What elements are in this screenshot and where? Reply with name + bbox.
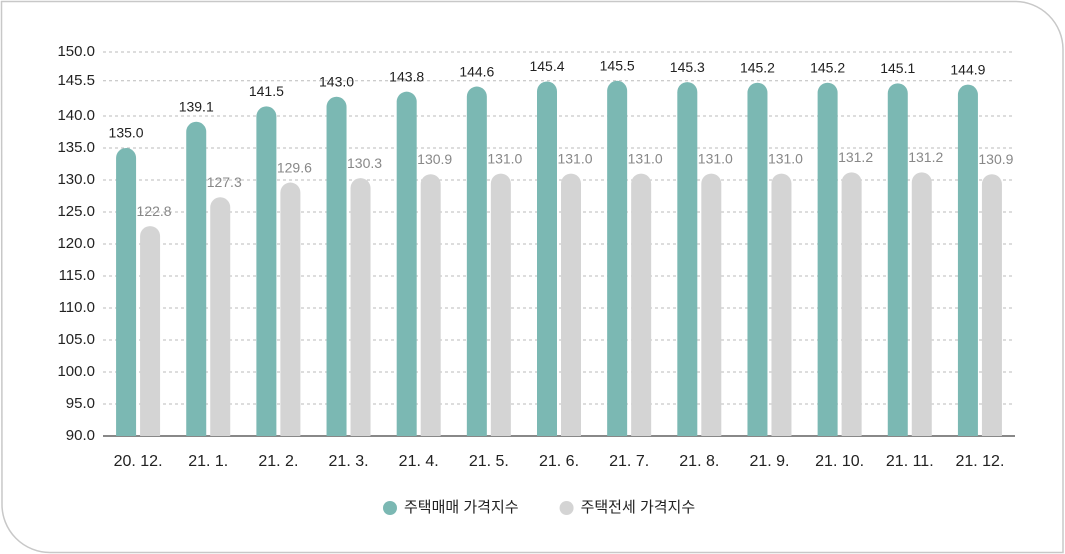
x-tick-label: 21. 8. [679,453,719,470]
bar [280,182,301,436]
x-tick-label: 21. 5. [469,453,509,470]
value-label: 131.0 [698,150,733,166]
bar [561,173,581,436]
bar [677,82,698,436]
y-tick-label: 125.0 [57,203,95,220]
bar [911,172,932,436]
bar [631,173,652,436]
value-label: 144.6 [459,63,494,79]
value-label: 145.5 [600,58,635,74]
y-tick-label: 90.0 [66,427,95,444]
x-tick-label: 21. 6. [539,453,579,470]
value-label: 145.4 [529,58,564,74]
y-tick-label: 150.0 [57,43,95,60]
bar [607,80,628,436]
x-tick-label: 21. 7. [609,453,649,470]
value-label: 130.9 [978,151,1013,167]
y-tick-label: 120.0 [57,235,95,252]
value-label: 131.0 [487,150,522,166]
bar [396,91,417,437]
x-tick-label: 21. 10. [815,453,864,470]
legend-label: 주택전세 가격지수 [581,499,696,516]
y-tick-label: 130.0 [57,171,95,188]
legend-swatch [559,501,574,515]
value-label: 145.2 [810,59,845,75]
x-tick-label: 21. 2. [258,453,298,470]
value-label: 127.3 [207,174,242,190]
legend-label: 주택매매 가격지수 [404,499,519,516]
bar [420,174,441,436]
legend-swatch [383,501,397,515]
x-tick-label: 21. 1. [188,453,228,470]
y-tick-label: 95.0 [66,395,95,412]
bar [957,84,978,436]
value-label: 131.0 [557,150,592,166]
value-label: 145.1 [880,60,915,76]
x-tick-label: 21. 4. [399,453,439,470]
value-label: 130.3 [347,155,382,171]
bar [887,83,908,437]
value-label: 131.0 [768,150,803,166]
value-label: 129.6 [277,159,312,175]
y-tick-label: 100.0 [57,363,95,380]
bar [210,197,231,436]
value-label: 144.9 [950,61,985,77]
y-tick-label: 105.0 [57,331,95,348]
bar [116,148,137,436]
x-tick-label: 21. 11. [886,453,934,470]
y-tick-label: 135.0 [57,139,95,156]
bar [747,82,768,436]
x-tick-label: 21. 9. [749,453,789,470]
value-label: 130.9 [417,151,452,167]
bar [817,82,838,436]
value-label: 139.1 [179,98,214,114]
bar [771,173,792,436]
bar [701,173,722,436]
bar [186,121,207,436]
bar [326,96,347,437]
y-tick-label: 110.0 [59,299,95,316]
bar [256,106,277,437]
value-label: 122.8 [137,203,172,219]
bar [490,173,511,436]
value-label: 135.0 [109,125,144,141]
value-label: 145.3 [670,59,705,75]
value-label: 145.2 [740,59,775,75]
x-tick-label: 21. 3. [329,453,369,470]
y-tick-label: 115.0 [59,267,95,284]
bar [466,86,487,436]
x-tick-label: 21. 12. [955,453,1004,470]
bar [981,174,1002,436]
y-tick-label: 145.5 [57,72,95,89]
bar [537,81,557,436]
bar [140,226,161,436]
value-label: 131.2 [838,149,873,165]
value-label: 131.2 [908,149,943,165]
y-tick-label: 140.0 [57,107,95,124]
bar [350,178,371,436]
value-label: 141.5 [249,83,284,99]
x-tick-label: 20. 12. [114,453,163,470]
value-label: 131.0 [628,150,663,166]
bar [841,172,862,436]
value-label: 143.0 [319,74,354,90]
value-label: 143.8 [389,68,424,84]
